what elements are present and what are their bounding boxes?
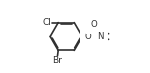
Text: Br: Br xyxy=(52,57,62,65)
Text: O: O xyxy=(91,20,97,29)
Text: N: N xyxy=(97,32,104,41)
Text: O: O xyxy=(84,32,91,41)
Text: Cl: Cl xyxy=(43,18,52,27)
